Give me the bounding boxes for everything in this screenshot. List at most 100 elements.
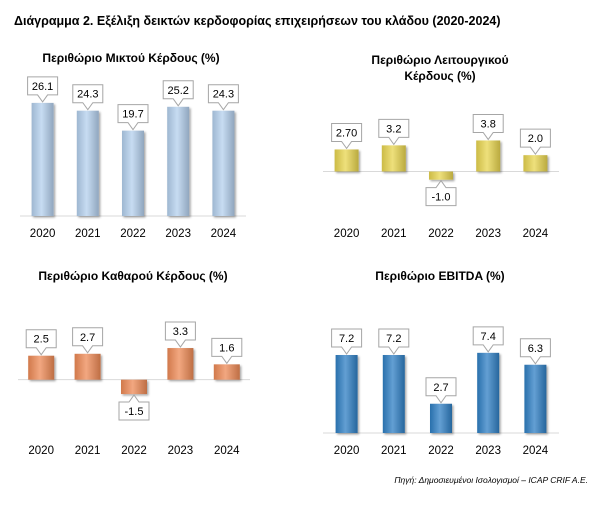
data-label: 7.2 bbox=[386, 333, 401, 345]
data-label: 6.3 bbox=[528, 343, 543, 355]
data-label-callout: -1.5 bbox=[118, 394, 150, 421]
bar-2022 bbox=[429, 171, 453, 180]
x-tick-label: 2022 bbox=[428, 228, 454, 240]
bar-2021 bbox=[76, 110, 99, 216]
chart-svg: 2.70 2020 3.2 2021 -1.0 2022 3.8 2023 2.0 2024 bbox=[323, 113, 559, 240]
x-tick-label: 2021 bbox=[381, 445, 407, 457]
operating-margin-chart: Περιθώριο Λειτουργικού Κέρδους (%) 2.70 2… bbox=[315, 46, 565, 246]
chart-title: Περιθώριο EBITDA (%) bbox=[375, 269, 505, 283]
data-label-callout: 24.3 bbox=[207, 84, 239, 111]
data-label: 24.3 bbox=[213, 89, 234, 101]
x-tick-label: 2021 bbox=[75, 445, 101, 457]
x-tick-label: 2020 bbox=[30, 228, 56, 240]
data-label-callout: 7.4 bbox=[472, 326, 504, 353]
x-tick-label: 2024 bbox=[214, 445, 240, 457]
data-label-callout: 7.2 bbox=[378, 328, 410, 355]
data-label: 25.2 bbox=[167, 85, 188, 97]
data-label-callout: 6.3 bbox=[519, 338, 551, 365]
callout-box bbox=[519, 338, 551, 365]
x-tick-label: 2023 bbox=[168, 445, 194, 457]
data-label: 7.4 bbox=[481, 331, 496, 343]
data-label-callout: 19.7 bbox=[117, 104, 149, 131]
ebitda-margin-chart: Περιθώριο EBITDA (%) 7.2 2020 7.2 2021 2.7 20… bbox=[315, 263, 565, 463]
bar-2023 bbox=[477, 352, 500, 433]
callout-box bbox=[27, 76, 59, 103]
x-tick-label: 2024 bbox=[523, 228, 549, 240]
callout-box bbox=[117, 104, 149, 131]
bar-2022 bbox=[122, 130, 144, 216]
data-label: 24.3 bbox=[77, 89, 98, 101]
x-tick-label: 2023 bbox=[475, 445, 501, 457]
callout-box bbox=[519, 128, 551, 156]
data-label-callout: 2.7 bbox=[72, 327, 104, 354]
bar-2021 bbox=[381, 145, 406, 172]
chart-svg: 26.1 2020 24.3 2021 19.7 2022 25.2 2023 24.3 2024 bbox=[20, 76, 246, 240]
bar-2023 bbox=[167, 348, 194, 380]
x-tick-label: 2022 bbox=[121, 445, 147, 457]
bar-2022 bbox=[121, 379, 147, 395]
x-tick-label: 2020 bbox=[334, 445, 360, 457]
x-tick-label: 2020 bbox=[334, 228, 360, 240]
data-label-callout: 3.8 bbox=[472, 113, 504, 141]
data-label: 1.6 bbox=[219, 342, 234, 354]
data-label-callout: 25.2 bbox=[162, 80, 194, 107]
bar-2021 bbox=[382, 355, 405, 433]
data-label-callout: 26.1 bbox=[27, 76, 59, 103]
bar-2023 bbox=[476, 140, 501, 172]
data-label-callout: 2.5 bbox=[25, 329, 57, 356]
data-label: 26.1 bbox=[32, 81, 53, 93]
data-label: 2.5 bbox=[34, 334, 49, 346]
data-label: 3.8 bbox=[481, 118, 496, 130]
callout-box bbox=[378, 328, 410, 355]
data-label: 7.2 bbox=[339, 333, 354, 345]
data-label-callout: 3.2 bbox=[378, 118, 410, 146]
bar-2024 bbox=[212, 110, 235, 216]
data-label-callout: 1.6 bbox=[211, 337, 243, 365]
bar-2024 bbox=[524, 364, 547, 433]
page-title: Διάγραμμα 2. Εξέλιξη δεικτών κερδοφορίας… bbox=[14, 14, 501, 28]
bar-2022 bbox=[430, 403, 452, 433]
x-tick-label: 2023 bbox=[475, 228, 501, 240]
chart-svg: 2.5 2020 2.7 2021 -1.5 2022 3.3 2023 1.6 2024 bbox=[18, 321, 250, 457]
data-label: 2.7 bbox=[80, 332, 95, 344]
callout-box bbox=[72, 327, 104, 354]
data-label-callout: 24.3 bbox=[72, 84, 104, 111]
bar-2023 bbox=[167, 106, 190, 216]
callout-box bbox=[164, 321, 196, 348]
bar-2021 bbox=[74, 353, 101, 380]
callout-box bbox=[25, 329, 57, 356]
bar-2020 bbox=[334, 149, 359, 172]
data-label-callout: 2.7 bbox=[425, 377, 457, 404]
data-label-callout: -1.0 bbox=[425, 179, 457, 207]
data-label: 3.2 bbox=[386, 123, 401, 135]
chart-svg: 7.2 2020 7.2 2021 2.7 2022 7.4 2023 6.3 2024 bbox=[323, 326, 559, 457]
gross-margin-chart: Περιθώριο Μικτού Κέρδους (%) 26.1 2020 24.… bbox=[12, 46, 250, 246]
x-tick-label: 2020 bbox=[28, 445, 54, 457]
data-label-callout: 2.70 bbox=[331, 122, 363, 150]
callout-box bbox=[207, 84, 239, 111]
chart-title: Περιθώριο Καθαρού Κέρδους (%) bbox=[38, 269, 228, 283]
data-label-callout: 3.3 bbox=[164, 321, 196, 348]
x-tick-label: 2022 bbox=[120, 228, 146, 240]
data-label: 2.70 bbox=[336, 127, 357, 139]
bar-2024 bbox=[213, 364, 240, 380]
x-tick-label: 2021 bbox=[381, 228, 407, 240]
chart-title: Περιθώριο Λειτουργικού Κέρδους (%) bbox=[371, 53, 509, 83]
callout-box bbox=[211, 337, 243, 365]
callout-box bbox=[118, 394, 150, 421]
data-label-callout: 2.0 bbox=[519, 128, 551, 156]
x-tick-label: 2023 bbox=[165, 228, 191, 240]
callout-box bbox=[425, 179, 457, 207]
data-label: -1.0 bbox=[432, 192, 451, 204]
net-margin-chart: Περιθώριο Καθαρού Κέρδους (%) 2.5 2020 2.7… bbox=[12, 263, 254, 463]
callout-box bbox=[472, 113, 504, 141]
bar-2024 bbox=[523, 155, 548, 172]
x-tick-label: 2022 bbox=[428, 445, 454, 457]
bar-2020 bbox=[28, 355, 55, 380]
callout-box bbox=[162, 80, 194, 107]
x-tick-label: 2024 bbox=[211, 228, 237, 240]
chart-title: Περιθώριο Μικτού Κέρδους (%) bbox=[42, 51, 220, 65]
x-tick-label: 2024 bbox=[523, 445, 549, 457]
bar-2020 bbox=[335, 355, 358, 433]
callout-box bbox=[425, 377, 457, 404]
